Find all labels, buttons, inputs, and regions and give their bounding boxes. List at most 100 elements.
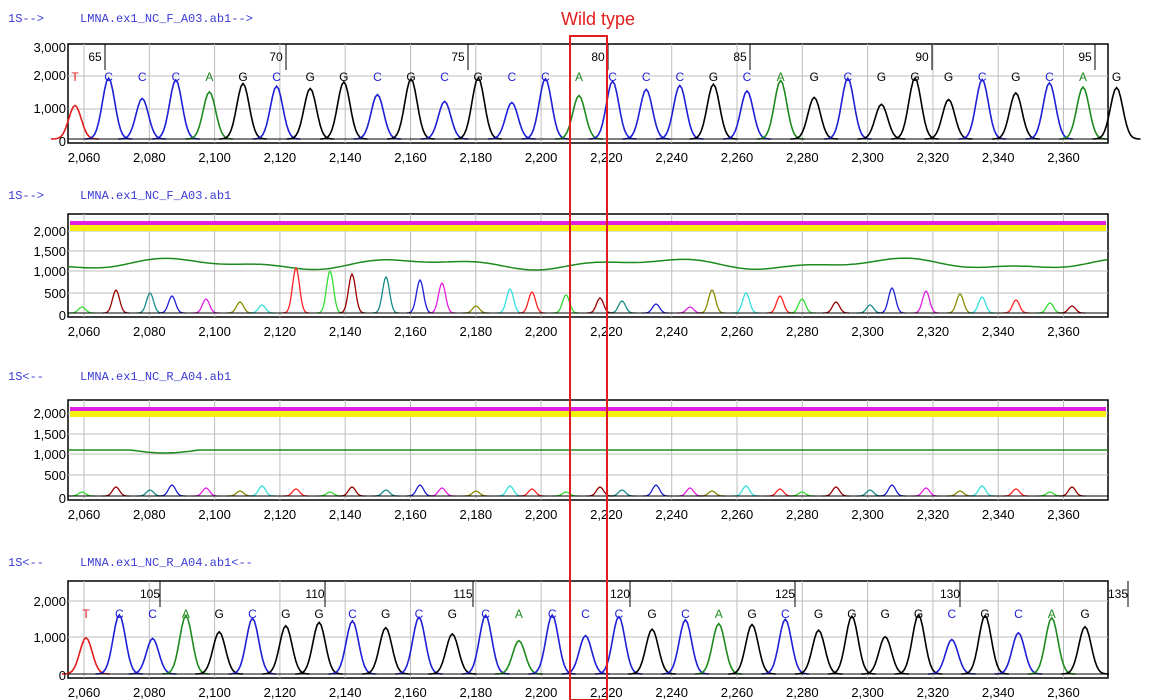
x-tick: 2,140 bbox=[329, 324, 362, 339]
trace-peak bbox=[286, 87, 335, 140]
y-tick: 2,000 bbox=[33, 594, 66, 609]
x-tick: 2,100 bbox=[198, 685, 231, 700]
x-tick: 2,060 bbox=[68, 150, 101, 165]
x-tick: 2,140 bbox=[329, 507, 362, 522]
base-position: 135 bbox=[1108, 587, 1128, 601]
x-tick: 2,240 bbox=[655, 507, 688, 522]
trace-peak bbox=[195, 630, 244, 675]
x-tick: 2,320 bbox=[917, 685, 950, 700]
base-call: A bbox=[182, 607, 190, 621]
x-tick: 2,120 bbox=[264, 507, 297, 522]
plot-frame bbox=[67, 213, 1109, 318]
trace-peak bbox=[622, 88, 671, 140]
base-call: C bbox=[1014, 607, 1023, 621]
base-call: C bbox=[581, 607, 590, 621]
trace-peak bbox=[554, 94, 604, 140]
base-call: G bbox=[448, 607, 457, 621]
noise-peak bbox=[136, 292, 164, 314]
x-tick: 2,100 bbox=[198, 324, 231, 339]
base-call: C bbox=[675, 70, 684, 84]
y-tick: 2,000 bbox=[33, 224, 66, 239]
y-tick: 3,000 bbox=[33, 40, 66, 55]
noise-peak bbox=[496, 485, 524, 497]
noise-peak bbox=[698, 490, 726, 497]
trace-peak bbox=[727, 623, 777, 675]
noise-peak bbox=[912, 290, 940, 314]
trace-peak bbox=[128, 637, 177, 675]
noise-peak bbox=[226, 490, 254, 497]
x-tick: 2,080 bbox=[133, 507, 166, 522]
base-call: C bbox=[978, 70, 987, 84]
noise-peak bbox=[822, 486, 850, 497]
x-tick: 2,320 bbox=[917, 324, 950, 339]
x-tick: 2,140 bbox=[329, 685, 362, 700]
x-tick: 2,060 bbox=[68, 685, 101, 700]
noise-peak bbox=[608, 300, 636, 314]
base-call: C bbox=[148, 607, 157, 621]
base-call: G bbox=[877, 70, 886, 84]
noise-peak bbox=[1002, 488, 1030, 497]
base-call: C bbox=[115, 607, 124, 621]
y-tick: 2,000 bbox=[33, 68, 66, 83]
base-call: A bbox=[777, 70, 785, 84]
noise-peak bbox=[338, 272, 366, 314]
trace-peak bbox=[994, 631, 1043, 675]
trace-peak bbox=[927, 638, 976, 675]
noise-peak bbox=[642, 303, 670, 314]
base-position: 70 bbox=[269, 50, 283, 64]
x-tick: 2,080 bbox=[133, 685, 166, 700]
x-tick: 2,100 bbox=[198, 150, 231, 165]
trace-peak bbox=[661, 618, 710, 675]
y-tick: 1,500 bbox=[33, 244, 66, 259]
base-call: C bbox=[642, 70, 651, 84]
x-tick: 2,260 bbox=[721, 507, 754, 522]
quality-line bbox=[68, 449, 1108, 454]
trace-peak bbox=[161, 614, 210, 675]
base-position: 65 bbox=[88, 50, 102, 64]
base-call: A bbox=[1079, 70, 1087, 84]
base-call: G bbox=[910, 70, 919, 84]
x-tick: 2,340 bbox=[982, 324, 1015, 339]
x-tick: 2,160 bbox=[394, 150, 427, 165]
x-tick: 2,360 bbox=[1047, 685, 1080, 700]
trace-peak bbox=[84, 76, 133, 140]
noise-peak bbox=[1058, 305, 1086, 314]
trace-peak bbox=[756, 79, 805, 140]
base-call: C bbox=[608, 70, 617, 84]
x-tick: 2,260 bbox=[721, 685, 754, 700]
base-call: G bbox=[381, 607, 390, 621]
trace-peak bbox=[61, 636, 111, 675]
noise-peak bbox=[338, 486, 366, 497]
base-call: A bbox=[575, 70, 583, 84]
x-tick: 2,360 bbox=[1047, 324, 1080, 339]
base-call: C bbox=[373, 70, 382, 84]
noise-peak bbox=[316, 269, 344, 314]
trace-peak bbox=[420, 100, 469, 140]
x-tick: 2,300 bbox=[851, 324, 884, 339]
x-tick: 2,120 bbox=[264, 685, 297, 700]
trace-peak bbox=[95, 613, 144, 675]
trace-peak bbox=[252, 84, 301, 140]
x-tick: 2,120 bbox=[264, 324, 297, 339]
x-tick: 2,180 bbox=[460, 324, 493, 339]
base-call: C bbox=[104, 70, 113, 84]
base-call: C bbox=[481, 607, 490, 621]
noise-peak bbox=[192, 487, 220, 497]
noise-peak bbox=[68, 491, 96, 497]
y-tick: 2,000 bbox=[33, 406, 66, 421]
y-tick: 1,000 bbox=[33, 264, 66, 279]
noise-peak bbox=[766, 488, 794, 497]
trace-peak bbox=[361, 626, 410, 675]
trace-peak bbox=[890, 76, 940, 140]
y-axis-ticks: 2,000 1,500 1,000 500 0 bbox=[33, 406, 66, 506]
trace-peak bbox=[218, 82, 268, 140]
x-tick: 2,280 bbox=[786, 507, 819, 522]
x-tick: 2,060 bbox=[68, 324, 101, 339]
x-tick: 2,160 bbox=[394, 685, 427, 700]
trace-peak bbox=[428, 632, 477, 675]
x-tick: 2,320 bbox=[917, 507, 950, 522]
base-call: G bbox=[306, 70, 315, 84]
noise-peak bbox=[946, 490, 974, 497]
